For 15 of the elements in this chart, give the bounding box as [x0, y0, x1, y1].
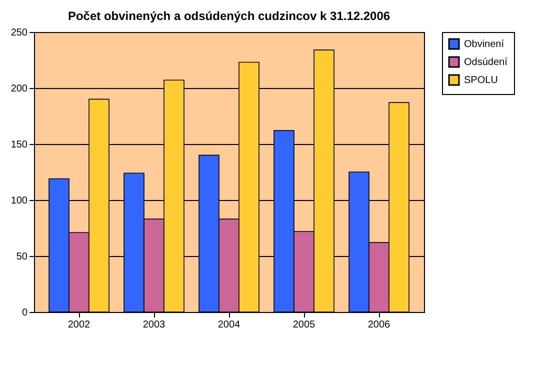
y-tick-label: 50 — [16, 252, 28, 262]
legend-label: Odsúdení — [464, 57, 508, 68]
x-tick-label: 2002 — [68, 320, 91, 330]
x-tick-label: 2005 — [292, 320, 316, 330]
x-tick-label: 2004 — [218, 320, 241, 330]
x-tick-label: 2003 — [142, 320, 166, 330]
y-tick-label: 150 — [10, 140, 28, 150]
y-tick-label: 0 — [22, 308, 28, 318]
x-tick-label: 2006 — [368, 320, 391, 330]
y-tick-label: 250 — [10, 28, 28, 38]
y-tick-label: 200 — [10, 84, 28, 94]
y-tick-label: 100 — [10, 196, 28, 206]
chart-title: Počet obvinených a odsúdených cudzincov k 31.12.2006 — [68, 9, 390, 23]
legend-label: SPOLU — [464, 75, 498, 86]
legend-label: Obvinení — [464, 39, 504, 50]
